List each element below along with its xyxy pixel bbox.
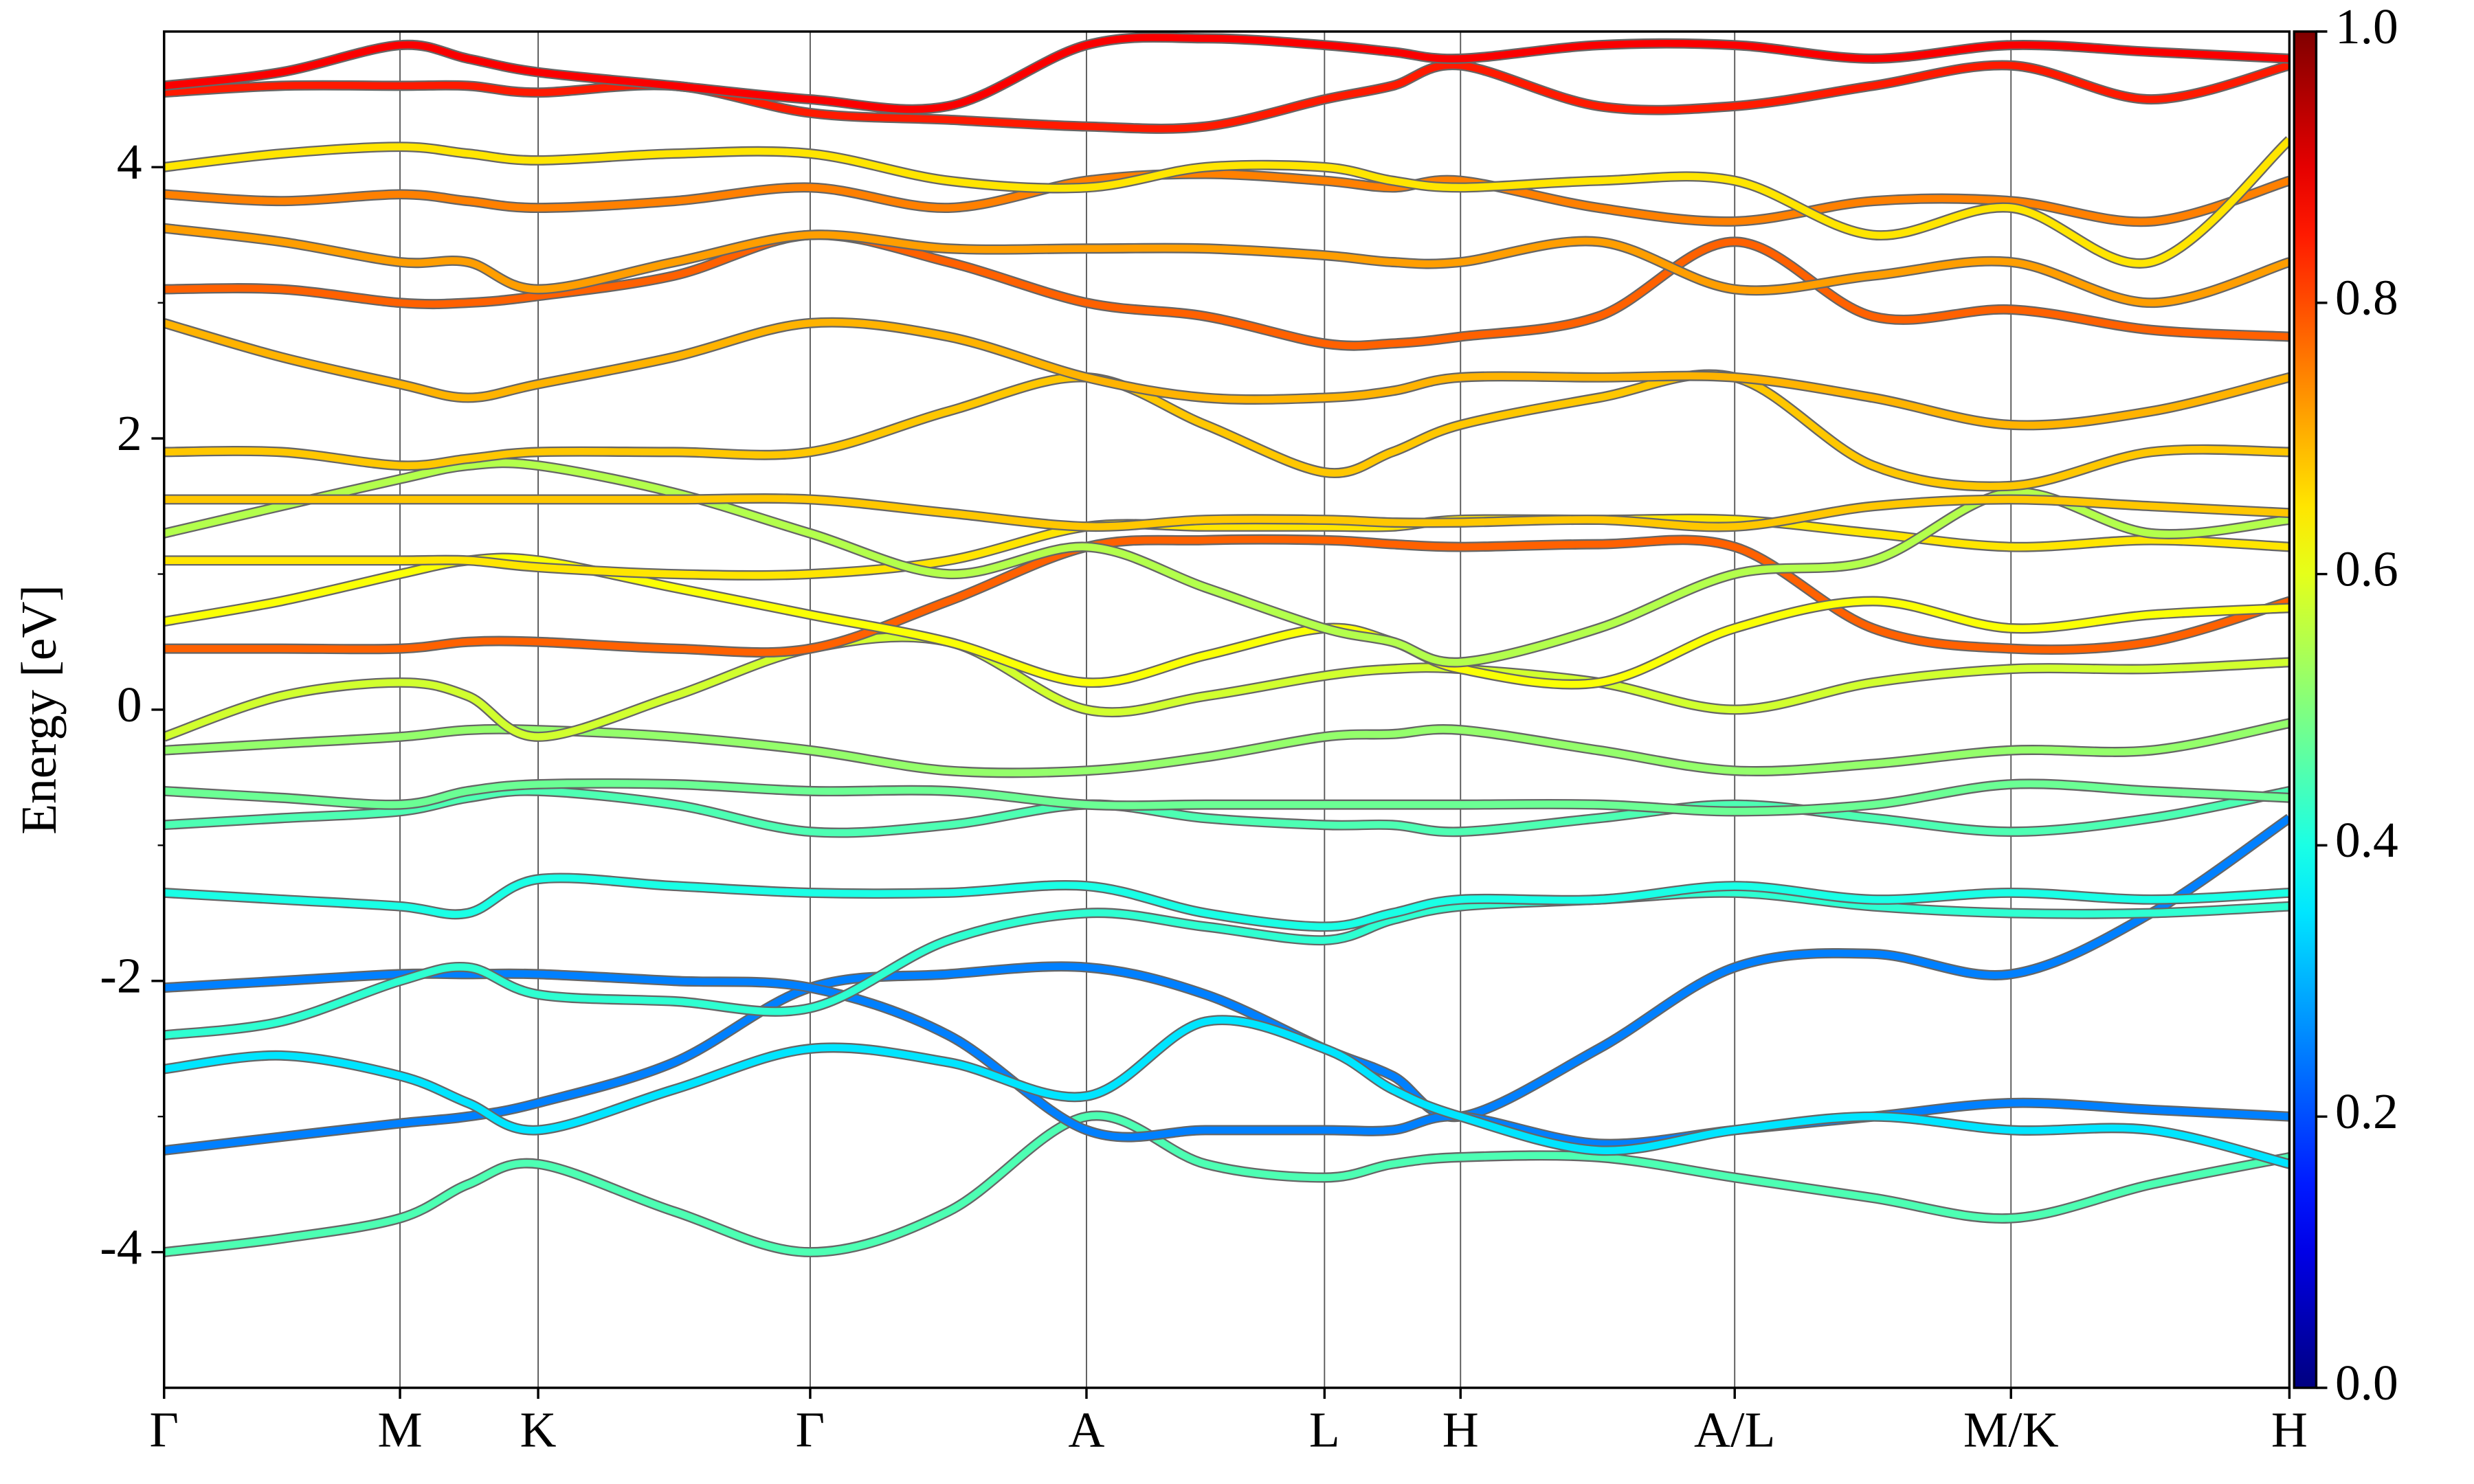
x-tick-label: M <box>377 1402 422 1458</box>
band <box>164 536 2290 656</box>
band <box>164 225 2290 306</box>
band <box>164 780 2290 816</box>
band <box>164 719 2290 777</box>
band <box>164 515 2290 579</box>
x-tick-label: H <box>1442 1402 1479 1458</box>
x-tick-label: L <box>1309 1402 1340 1458</box>
band <box>164 787 2290 837</box>
colorbar-tick-label: 0.6 <box>2335 541 2398 596</box>
band <box>164 370 2290 491</box>
band <box>164 495 2290 531</box>
y-tick-label: 4 <box>117 134 142 190</box>
band <box>164 889 2290 1039</box>
y-tick-label: 2 <box>117 405 142 461</box>
band <box>164 319 2290 429</box>
colorbar-tick-label: 0.0 <box>2335 1355 2398 1410</box>
colorbar-tick-label: 0.4 <box>2335 812 2398 868</box>
colorbar <box>2293 30 2318 1389</box>
band <box>164 34 2290 113</box>
x-tick-label: M/K <box>1963 1402 2059 1458</box>
band <box>164 170 2290 225</box>
band <box>164 459 2290 666</box>
y-axis-label: Energy [eV] <box>11 585 67 835</box>
band <box>164 1016 2290 1168</box>
y-tick-label: -4 <box>100 1219 142 1274</box>
axes: Γ M K Γ A L H A/L M/K H -4 -2 0 2 4 0.0 0.2 0.4 0.6 0.8 1.0 <box>100 0 2398 1458</box>
x-tick-label: A <box>1068 1402 1104 1458</box>
x-tick-label: K <box>520 1402 557 1458</box>
x-tick-label: Γ <box>796 1402 825 1458</box>
x-tick-label: A/L <box>1694 1402 1775 1458</box>
band <box>164 231 2290 350</box>
x-tick-label: Γ <box>150 1402 179 1458</box>
y-tick-label: 0 <box>117 677 142 732</box>
colorbar-tick-label: 0.8 <box>2335 270 2398 326</box>
y-tick-label: -2 <box>100 948 142 1004</box>
band <box>164 874 2290 930</box>
x-tick-label: H <box>2271 1402 2308 1458</box>
colorbar-tick-label: 0.2 <box>2335 1083 2398 1139</box>
band <box>164 1112 2290 1256</box>
colorbar-tick-label: 1.0 <box>2335 0 2398 54</box>
band <box>164 633 2290 741</box>
band <box>164 137 2290 267</box>
band <box>164 61 2290 133</box>
bands <box>164 32 2290 1258</box>
